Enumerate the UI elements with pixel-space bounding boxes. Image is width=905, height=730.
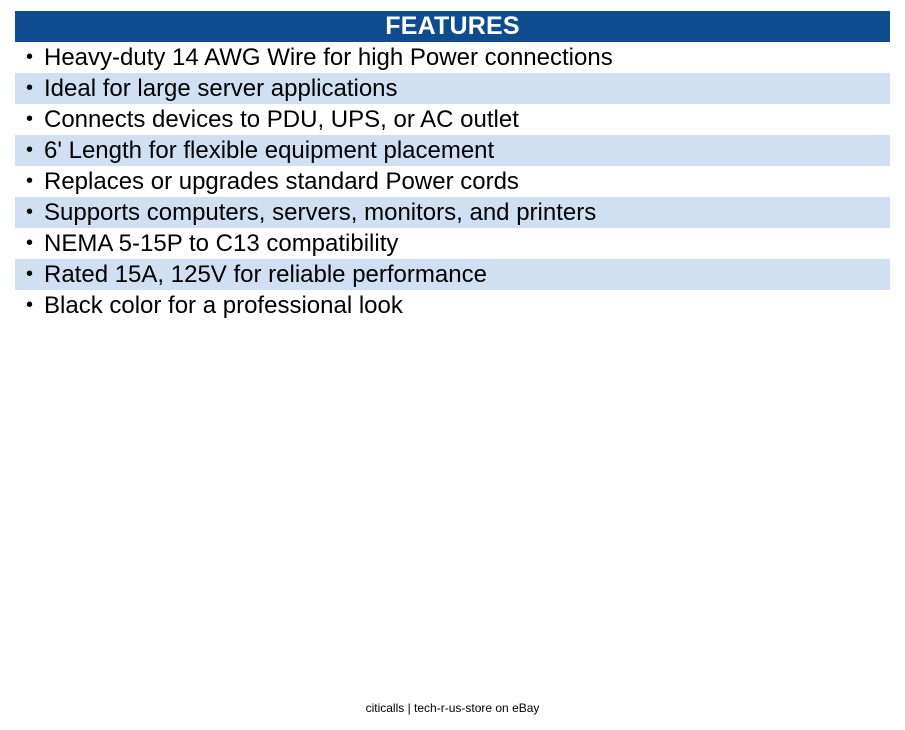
bullet-icon: • xyxy=(25,201,33,223)
feature-row: • 6' Length for flexible equipment place… xyxy=(15,135,890,166)
feature-text: Black color for a professional look xyxy=(44,292,403,319)
feature-text: Supports computers, servers, monitors, a… xyxy=(44,199,597,226)
bullet-icon: • xyxy=(25,77,33,99)
bullet-icon: • xyxy=(25,294,33,316)
feature-row: • Heavy-duty 14 AWG Wire for high Power … xyxy=(15,42,890,73)
bullet-icon: • xyxy=(25,46,33,68)
feature-row: • Rated 15A, 125V for reliable performan… xyxy=(15,259,890,290)
bullet-icon: • xyxy=(25,232,33,254)
feature-row: • Supports computers, servers, monitors,… xyxy=(15,197,890,228)
footer-credit: citicalls | tech-r-us-store on eBay xyxy=(365,701,540,715)
bullet-icon: • xyxy=(25,108,33,130)
bullet-icon: • xyxy=(25,139,33,161)
feature-text: 6' Length for flexible equipment placeme… xyxy=(44,137,495,164)
features-panel: FEATURES • Heavy-duty 14 AWG Wire for hi… xyxy=(15,11,890,321)
bullet-icon: • xyxy=(25,170,33,192)
feature-text: NEMA 5-15P to C13 compatibility xyxy=(44,230,399,257)
feature-row: • Connects devices to PDU, UPS, or AC ou… xyxy=(15,104,890,135)
feature-row: • Replaces or upgrades standard Power co… xyxy=(15,166,890,197)
bullet-icon: • xyxy=(25,263,33,285)
feature-text: Rated 15A, 125V for reliable performance xyxy=(44,261,487,288)
feature-text: Connects devices to PDU, UPS, or AC outl… xyxy=(44,106,519,133)
feature-row: • NEMA 5-15P to C13 compatibility xyxy=(15,228,890,259)
feature-text: Replaces or upgrades standard Power cord… xyxy=(44,168,519,195)
feature-text: Ideal for large server applications xyxy=(44,75,398,102)
feature-row: • Ideal for large server applications xyxy=(15,73,890,104)
features-header: FEATURES xyxy=(15,11,890,42)
feature-row: • Black color for a professional look xyxy=(15,290,890,321)
features-list: • Heavy-duty 14 AWG Wire for high Power … xyxy=(15,42,890,321)
feature-text: Heavy-duty 14 AWG Wire for high Power co… xyxy=(44,44,613,71)
